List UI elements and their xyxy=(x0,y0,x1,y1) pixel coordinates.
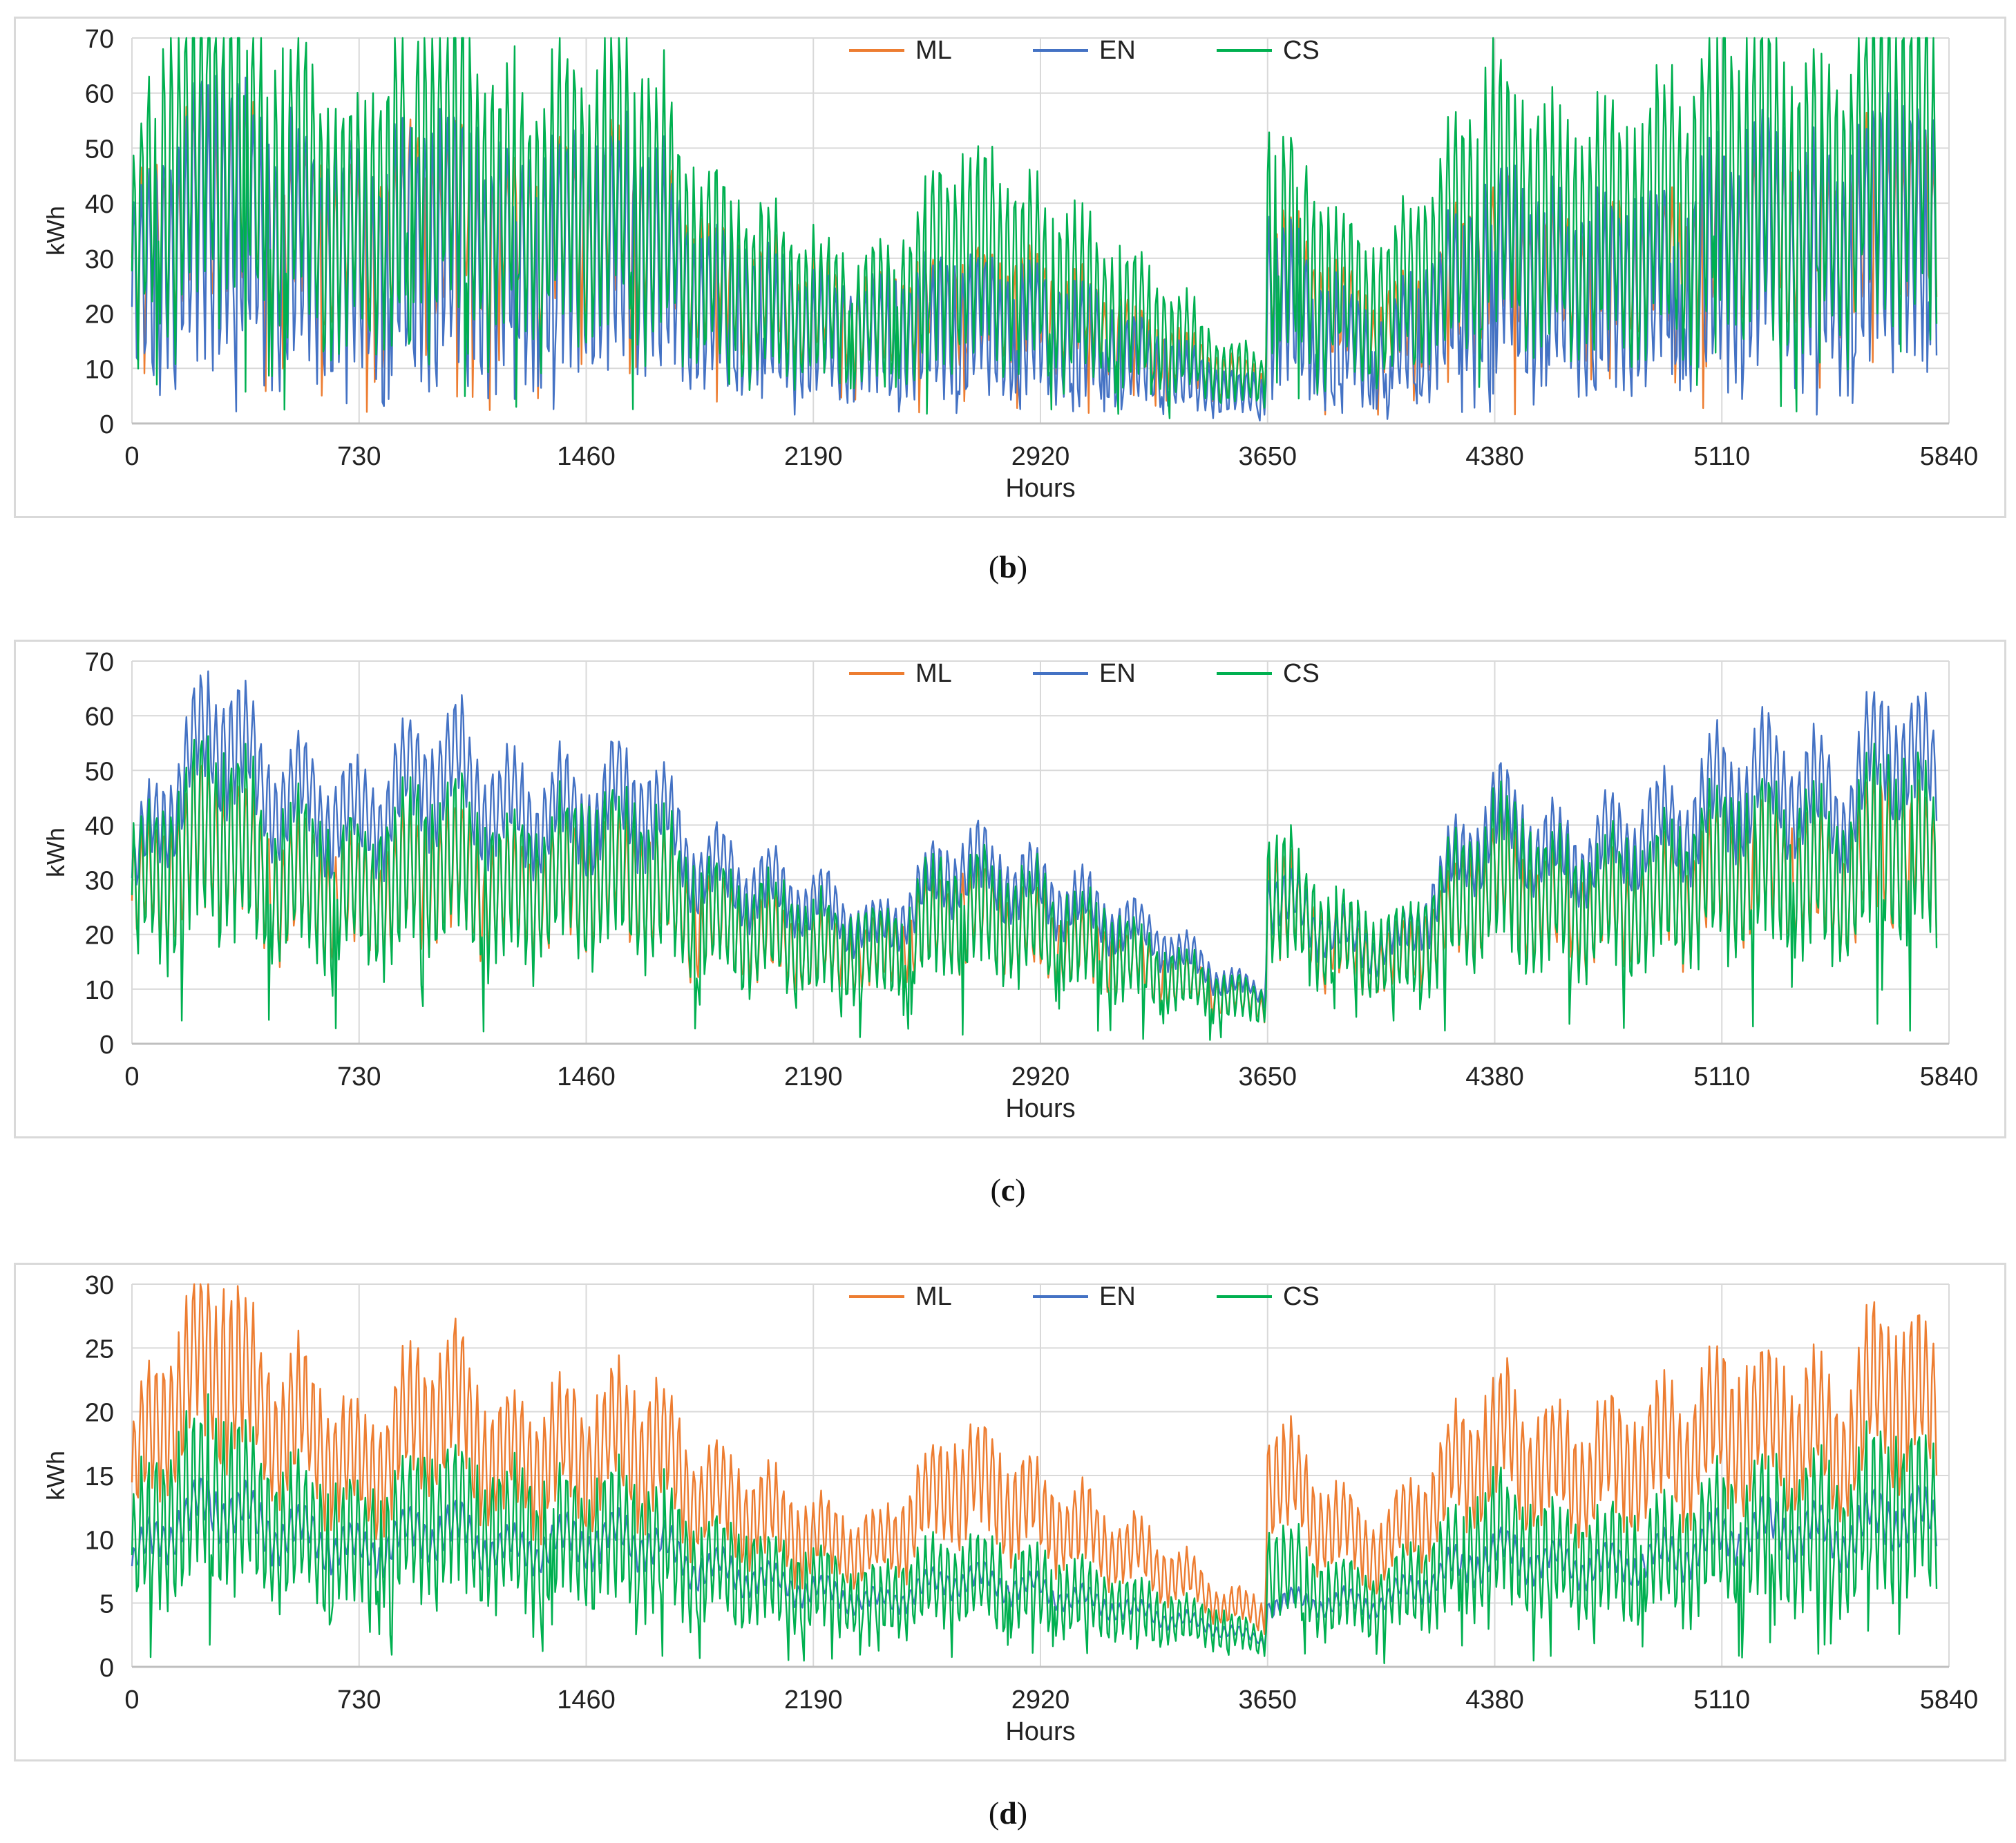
legend-label-en: EN xyxy=(1099,36,1136,65)
x-tick-label: 3650 xyxy=(1238,1062,1297,1091)
y-axis-title: kWh xyxy=(41,206,70,256)
x-tick-label: 4380 xyxy=(1465,442,1524,471)
caption-d: (d) xyxy=(988,1795,1028,1831)
y-tick-label: 40 xyxy=(85,190,114,219)
legend-label-ml: ML xyxy=(915,1282,952,1311)
legend-label-cs: CS xyxy=(1283,659,1320,688)
y-tick-label: 15 xyxy=(85,1462,114,1491)
x-tick-label: 730 xyxy=(337,1062,381,1091)
x-tick-label: 4380 xyxy=(1465,1062,1524,1091)
x-tick-label: 3650 xyxy=(1238,442,1297,471)
y-tick-label: 30 xyxy=(85,245,114,274)
y-tick-label: 0 xyxy=(99,1031,114,1060)
x-tick-label: 730 xyxy=(337,1686,381,1715)
legend-label-cs: CS xyxy=(1283,1282,1320,1311)
y-tick-label: 0 xyxy=(99,1654,114,1683)
y-tick-label: 40 xyxy=(85,812,114,841)
x-tick-label: 2920 xyxy=(1011,1686,1070,1715)
x-tick-label: 1460 xyxy=(557,1062,616,1091)
chart-svg-d: 0 5 10 15 20 25 30 0 730 1460 2190 2920 3650 4380 5110… xyxy=(41,1271,1979,1746)
series-line-cs xyxy=(131,37,1938,419)
x-tick-label: 2190 xyxy=(784,442,843,471)
x-tick-label: 0 xyxy=(124,1062,139,1091)
y-tick-label: 20 xyxy=(85,300,114,330)
legend: ML EN CS xyxy=(849,36,1320,65)
x-tick-label: 5110 xyxy=(1693,1686,1750,1715)
x-tick-label: 1460 xyxy=(557,442,616,471)
x-tick-label: 5840 xyxy=(1920,1686,1979,1715)
y-axis-title: kWh xyxy=(41,1451,70,1500)
y-tick-label: 30 xyxy=(85,1271,114,1300)
y-tick-label: 5 xyxy=(99,1590,114,1619)
x-tick-label: 5840 xyxy=(1920,1062,1979,1091)
x-axis-title: Hours xyxy=(1005,474,1075,503)
y-tick-label: 10 xyxy=(85,976,114,1005)
series-line-en xyxy=(131,670,1938,1009)
legend-label-ml: ML xyxy=(915,659,952,688)
y-tick-label: 70 xyxy=(85,648,114,677)
y-tick-label: 25 xyxy=(85,1335,114,1364)
x-tick-label: 4380 xyxy=(1465,1686,1524,1715)
y-tick-label: 20 xyxy=(85,1399,114,1428)
y-tick-label: 10 xyxy=(85,1526,114,1555)
x-tick-label: 0 xyxy=(124,442,139,471)
y-tick-label: 10 xyxy=(85,355,114,384)
x-tick-label: 1460 xyxy=(557,1686,616,1715)
x-tick-label: 3650 xyxy=(1238,1686,1297,1715)
series-line-cs xyxy=(131,1393,1938,1665)
y-tick-label: 60 xyxy=(85,80,114,109)
y-tick-label: 20 xyxy=(85,922,114,951)
x-tick-label: 2190 xyxy=(784,1686,843,1715)
y-tick-label: 0 xyxy=(99,410,114,439)
chart-svg-c: 0 10 20 30 40 50 60 70 0 730 1460 2190 2920 3650 4380 5… xyxy=(41,648,1979,1123)
chart-svg-b: 0 10 20 30 40 50 60 70 0 730 1460 2190 2920 3650 4380 5… xyxy=(41,25,1979,503)
x-axis-title: Hours xyxy=(1005,1717,1075,1746)
y-tick-label: 60 xyxy=(85,703,114,732)
legend-label-cs: CS xyxy=(1283,36,1320,65)
y-tick-label: 50 xyxy=(85,135,114,164)
y-tick-label: 30 xyxy=(85,867,114,896)
chart-frame-d: 0 5 10 15 20 25 30 0 730 1460 2190 2920 3650 4380 5110… xyxy=(14,1263,2006,1761)
legend-label-ml: ML xyxy=(915,36,952,65)
chart-frame-c: 0 10 20 30 40 50 60 70 0 730 1460 2190 2920 3650 4380 5… xyxy=(14,640,2006,1138)
caption-c: (c) xyxy=(990,1172,1026,1207)
legend-label-en: EN xyxy=(1099,1282,1136,1311)
x-tick-label: 5840 xyxy=(1920,442,1979,471)
x-tick-label: 2920 xyxy=(1011,442,1070,471)
legend: ML EN CS xyxy=(849,659,1320,688)
x-tick-label: 2190 xyxy=(784,1062,843,1091)
series-line-ml xyxy=(131,1283,1938,1635)
x-tick-label: 730 xyxy=(337,442,381,471)
legend-label-en: EN xyxy=(1099,659,1136,688)
y-tick-label: 50 xyxy=(85,757,114,786)
caption-b: (b) xyxy=(988,549,1028,584)
y-tick-label: 70 xyxy=(85,25,114,54)
x-tick-label: 2920 xyxy=(1011,1062,1070,1091)
series-line-cs xyxy=(131,735,1938,1041)
series-line-en xyxy=(131,61,1938,422)
x-axis-title: Hours xyxy=(1005,1094,1075,1123)
x-tick-label: 5110 xyxy=(1693,442,1750,471)
legend: ML EN CS xyxy=(849,1282,1320,1311)
y-axis-title: kWh xyxy=(41,828,70,877)
x-tick-label: 0 xyxy=(124,1686,139,1715)
x-tick-label: 5110 xyxy=(1693,1062,1750,1091)
chart-frame-b: 0 10 20 30 40 50 60 70 0 730 1460 2190 2920 3650 4380 5… xyxy=(14,17,2006,518)
